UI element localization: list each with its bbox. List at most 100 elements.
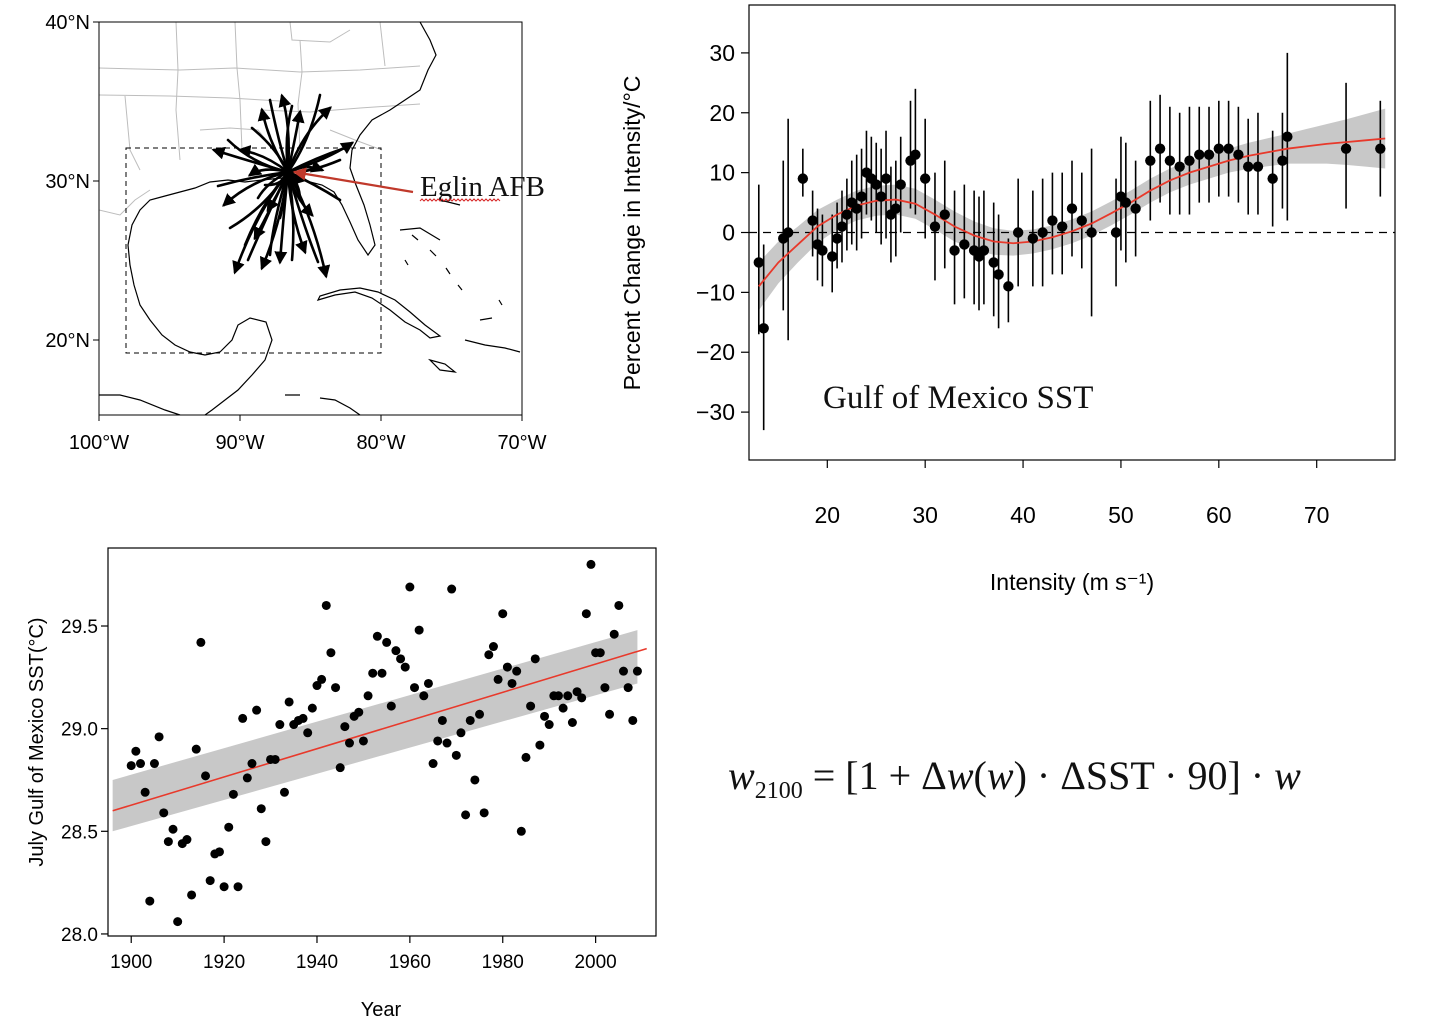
sst-y-tick-label: 29.5 xyxy=(61,617,98,638)
intensity-point xyxy=(910,149,921,160)
sst-point xyxy=(149,759,159,769)
formula-w: w xyxy=(728,753,755,798)
intensity-y-axis: 30 20 10 0 −10 −20 −30 xyxy=(696,40,749,425)
storm-track xyxy=(237,145,290,174)
sst-point xyxy=(279,787,289,797)
formula-part-a: = [1 + Δ xyxy=(802,753,947,798)
lat-ticks xyxy=(93,21,99,341)
lon-ticks xyxy=(98,415,523,421)
sst-point xyxy=(344,738,354,748)
sst-points xyxy=(126,559,642,927)
intensity-point xyxy=(1203,149,1215,160)
lon-label-90w: 90°W xyxy=(215,432,264,454)
sst-point xyxy=(335,763,345,773)
sst-point xyxy=(628,715,638,725)
sst-x-tick-label: 1980 xyxy=(482,952,524,973)
sst-point xyxy=(437,715,447,725)
sst-point xyxy=(317,674,327,684)
sst-point xyxy=(219,882,229,892)
intensity-point xyxy=(797,173,809,184)
formula-w-end: w xyxy=(1274,753,1301,798)
intensity-fit-line xyxy=(758,137,1386,287)
sst-point xyxy=(391,646,401,656)
sst-point xyxy=(372,631,382,641)
sst-x-axis: 1900 1920 1940 1960 1980 2000 xyxy=(110,936,617,973)
intensity-point xyxy=(856,191,867,202)
sst-point xyxy=(632,666,642,676)
sst-point xyxy=(168,824,178,834)
sst-point xyxy=(410,683,420,693)
intensity-point xyxy=(919,173,931,184)
sst-point xyxy=(242,773,252,783)
intensity-point xyxy=(782,227,794,238)
sst-point xyxy=(270,754,280,764)
intensity-point xyxy=(1047,215,1058,226)
sst-x-tick-label: 1960 xyxy=(389,952,431,973)
storm-track xyxy=(285,104,294,174)
intensity-point xyxy=(1154,143,1166,154)
intensity-point xyxy=(1223,143,1234,154)
sst-point xyxy=(214,847,224,857)
formula-w-arg: w xyxy=(946,753,974,798)
sst-point xyxy=(465,715,475,725)
sst-point xyxy=(275,720,285,730)
sst-point xyxy=(252,705,262,715)
storm-track xyxy=(286,170,308,255)
intensity-x-tick-label: 50 xyxy=(1108,502,1134,528)
sst-point xyxy=(512,666,522,676)
intensity-y-tick-label: 0 xyxy=(722,220,735,246)
sst-point xyxy=(502,662,512,672)
storm-track-map: 40°N 30°N 20°N 100°W 90°W 80°W 70°W Egli… xyxy=(45,12,546,454)
sst-point xyxy=(433,736,443,746)
intensity-y-axis-label: Percent Change in Intensity/°C xyxy=(619,76,645,391)
intensity-point xyxy=(1027,233,1039,244)
intensity-x-tick-label: 30 xyxy=(912,502,938,528)
intensity-point xyxy=(1233,149,1244,160)
intensity-point xyxy=(988,257,999,268)
sst-point xyxy=(321,600,331,610)
intensity-point xyxy=(875,191,887,202)
sst-point xyxy=(461,810,471,820)
sst-y-axis-label: July Gulf of Mexico SST(°C) xyxy=(26,617,48,866)
sst-point xyxy=(507,678,517,688)
sst-point xyxy=(187,890,197,900)
sst-point xyxy=(233,882,243,892)
storm-track xyxy=(286,93,322,174)
sst-point xyxy=(530,654,540,664)
sst-point xyxy=(261,837,271,847)
sst-point xyxy=(368,668,378,678)
intensity-panel-annotation: Gulf of Mexico SST xyxy=(823,380,1093,416)
intensity-point xyxy=(949,245,960,256)
sst-y-tick-label: 28.5 xyxy=(61,822,98,843)
sst-y-tick-label: 29.0 xyxy=(61,720,98,741)
intensity-point xyxy=(1184,155,1195,166)
study-domain-box xyxy=(125,147,382,354)
storm-track xyxy=(286,160,325,174)
sst-point xyxy=(154,732,164,742)
sst-point xyxy=(553,691,563,701)
intensity-point xyxy=(841,209,853,220)
sst-point xyxy=(516,826,526,836)
intensity-point xyxy=(1242,161,1254,172)
intensity-point xyxy=(1282,131,1293,142)
intensity-point xyxy=(895,179,906,190)
intensity-point xyxy=(758,323,769,334)
intensity-y-tick-label: 10 xyxy=(709,160,735,186)
intensity-point xyxy=(826,251,838,262)
storm-tracks xyxy=(211,93,355,279)
sst-x-tick-label: 1900 xyxy=(110,952,152,973)
intensity-x-axis-label: Intensity (m s⁻¹) xyxy=(990,569,1154,595)
sst-y-axis: 28.0 28.5 29.0 29.5 xyxy=(61,617,108,946)
intensity-point xyxy=(939,209,950,220)
eglin-label: Eglin AFB xyxy=(420,171,545,203)
sst-point xyxy=(224,822,234,832)
intensity-point xyxy=(1066,203,1078,214)
formula-paren: ( xyxy=(973,753,987,798)
intensity-x-axis: 20 30 40 50 60 70 xyxy=(815,460,1329,528)
intensity-point xyxy=(1130,203,1141,214)
sst-point xyxy=(405,582,415,592)
intensity-y-tick-label: 20 xyxy=(709,100,735,126)
sst-point xyxy=(140,787,150,797)
sst-point xyxy=(238,713,248,723)
intensity-point xyxy=(929,221,941,232)
